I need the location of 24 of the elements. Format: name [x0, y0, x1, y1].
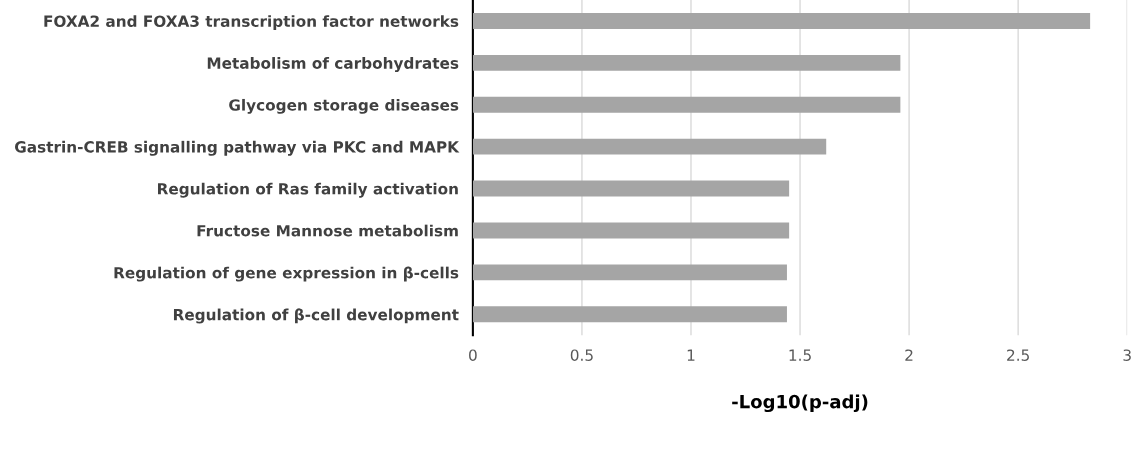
y-tick-label: Metabolism of carbohydrates	[207, 57, 459, 72]
y-tick-label: Gastrin-CREB signalling pathway via PKC and MAPK	[14, 140, 460, 156]
x-tick-label: 0.5	[570, 349, 593, 361]
bar	[472, 96, 901, 113]
y-tick-label: Fructose Mannose metabolism	[197, 224, 458, 237]
bar	[472, 54, 901, 71]
x-tick-label: 2.5	[1007, 349, 1029, 361]
bar	[472, 12, 1091, 29]
bar	[472, 264, 787, 281]
bar	[472, 222, 790, 239]
bar	[472, 306, 787, 323]
y-tick-label: Glycogen storage diseases	[229, 98, 459, 114]
x-tick-label: 1	[687, 349, 695, 361]
x-axis-title: -Log10(p-adj)	[732, 394, 868, 413]
y-tick-label: Regulation of gene expression in β-cells	[114, 266, 459, 282]
x-tick-label: 0	[469, 349, 477, 361]
y-tick-label: Regulation of β-cell development	[173, 308, 459, 324]
bar	[472, 138, 827, 155]
y-tick-label: FOXA2 and FOXA3 transcription factor networks	[44, 15, 459, 30]
x-tick-label: 1.5	[789, 349, 811, 361]
x-tick-label: 2	[905, 349, 913, 361]
y-tick-label: Regulation of Ras family activation	[158, 182, 458, 198]
bar	[472, 180, 790, 197]
x-tick-label: 3	[1123, 349, 1131, 361]
